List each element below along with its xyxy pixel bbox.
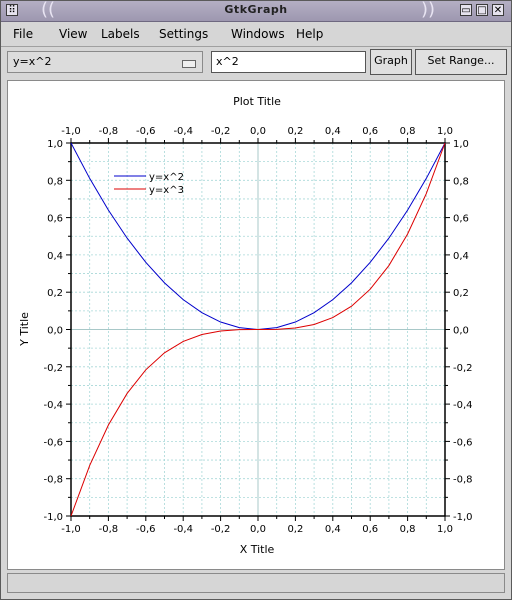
y-tick-label: 0,4 [47, 251, 63, 262]
y-tick-label-right: -0,8 [453, 475, 473, 486]
expression-input[interactable]: x^2 [211, 51, 366, 73]
graph-button[interactable]: Graph [370, 49, 412, 75]
y-tick-label: -0,2 [43, 363, 63, 374]
x-tick-label-top: 0,2 [287, 126, 303, 137]
x-tick-label: -0,4 [173, 524, 193, 535]
x-tick-label-top: 0,0 [250, 126, 266, 137]
y-tick-label-right: 0,4 [453, 251, 469, 262]
y-tick-label-right: -0,6 [453, 437, 473, 448]
x-tick-label: -0,2 [211, 524, 231, 535]
maximize-button[interactable]: □ [476, 4, 488, 16]
minimize-button[interactable]: ▭ [460, 4, 472, 16]
titlebar-decoration-icon: )) [421, 0, 436, 20]
x-tick-label: 0,6 [362, 524, 378, 535]
y-tick-label: 0,6 [47, 214, 63, 225]
x-tick-label: 0,2 [287, 524, 303, 535]
x-tick-label-top: 0,4 [325, 126, 341, 137]
dropdown-icon[interactable] [182, 60, 196, 68]
chart-title: Plot Title [233, 95, 281, 108]
y-tick-label: -1,0 [43, 512, 63, 523]
menu-settings[interactable]: Settings [159, 27, 209, 41]
legend-label: y=x^3 [149, 185, 184, 196]
function-select[interactable]: y=x^2 [7, 51, 203, 73]
x-tick-label-top: -1,0 [61, 126, 81, 137]
toolbar: y=x^2 x^2 Graph Set Range... [1, 47, 511, 79]
x-axis-title: X Title [240, 543, 275, 556]
menu-labels[interactable]: Labels [101, 27, 140, 41]
y-tick-label-right: 1,0 [453, 139, 469, 150]
window-title: GtkGraph [224, 3, 288, 16]
x-tick-label: 0,4 [325, 524, 341, 535]
x-tick-label-top: -0,6 [136, 126, 156, 137]
close-button[interactable]: ✕ [492, 4, 504, 16]
x-tick-label-top: 1,0 [437, 126, 453, 137]
chart-svg[interactable]: Plot Title -1,0-1,0-1,0 -1,0-0,8-0,8-0,8-… [8, 81, 504, 569]
menu-help[interactable]: Help [296, 27, 324, 41]
y-tick-label-right: 0,0 [453, 326, 469, 337]
x-tick-label: -0,6 [136, 524, 156, 535]
y-tick-label: 1,0 [47, 139, 63, 150]
titlebar-decoration-icon: (( [41, 0, 56, 20]
title-bar[interactable]: ⠿ (( )) GtkGraph ▭ □ ✕ [1, 1, 511, 22]
status-bar [7, 573, 505, 593]
y-tick-label-right: 0,6 [453, 214, 469, 225]
x-tick-label-top: -0,4 [173, 126, 193, 137]
x-tick-label-top: -0,8 [99, 126, 119, 137]
y-axis-title: Y Title [18, 312, 31, 347]
y-tick-label: -0,8 [43, 475, 63, 486]
y-tick-label: 0,0 [47, 326, 63, 337]
menu-bar: File View Labels Settings Windows Help [1, 22, 511, 47]
menu-windows[interactable]: Windows [231, 27, 285, 41]
function-select-value: y=x^2 [13, 55, 52, 68]
y-tick-label: -0,6 [43, 437, 63, 448]
series-line-x-cubed [70, 142, 446, 517]
legend-label: y=x^2 [149, 172, 184, 183]
y-tick-label-right: 0,8 [453, 176, 469, 187]
x-tick-label-top: 0,8 [400, 126, 416, 137]
x-tick-label: 0,8 [400, 524, 416, 535]
y-tick-label: -0,4 [43, 400, 63, 411]
x-tick-label-top: 0,6 [362, 126, 378, 137]
menu-file[interactable]: File [13, 27, 34, 41]
window-menu-icon[interactable]: ⠿ [6, 4, 18, 16]
x-tick-label: 1,0 [437, 524, 453, 535]
y-tick-label-right: -0,2 [453, 363, 473, 374]
x-tick-label-top: -0,2 [211, 126, 231, 137]
y-tick-label-right: 0,2 [453, 288, 469, 299]
y-tick-label: 0,8 [47, 176, 63, 187]
y-tick-label-right: -1,0 [453, 512, 473, 523]
menu-view[interactable]: View [59, 27, 88, 41]
y-tick-label-right: -0,4 [453, 400, 473, 411]
set-range-button[interactable]: Set Range... [415, 49, 507, 75]
y-tick-label: 0,2 [47, 288, 63, 299]
x-tick-label: -0,8 [99, 524, 119, 535]
x-tick-label: 0,0 [250, 524, 266, 535]
x-tick-label: -1,0 [61, 524, 81, 535]
plot-area[interactable]: Plot Title -1,0 -1,0 -1,0 -1,0 -0,8 -0,8 -0,8-… [7, 80, 505, 570]
